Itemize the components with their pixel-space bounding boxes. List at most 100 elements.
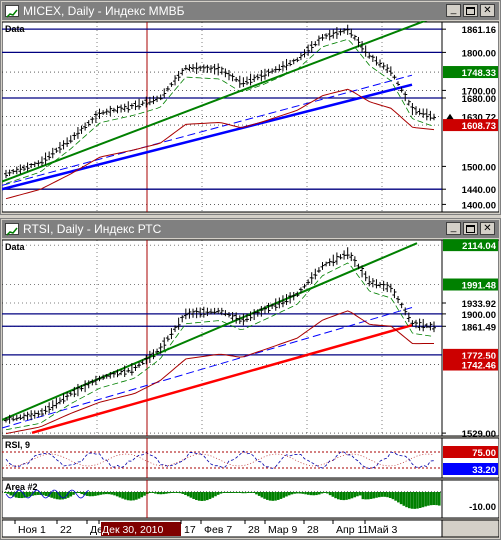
last-price-marker bbox=[446, 113, 454, 120]
maximize-icon[interactable] bbox=[463, 4, 478, 17]
date-label: Апр 11 bbox=[336, 524, 369, 536]
histogram-bar bbox=[47, 492, 51, 497]
price-tick: 1861.16 bbox=[442, 25, 496, 36]
histogram-bar bbox=[402, 492, 406, 506]
histogram-bar bbox=[178, 492, 182, 494]
tick-label: 1700.00 bbox=[462, 86, 496, 97]
maximize-icon[interactable] bbox=[463, 222, 478, 235]
histogram-bar bbox=[4, 492, 7, 493]
histogram-bar bbox=[9, 492, 13, 496]
histogram-bar bbox=[192, 492, 195, 499]
histogram-bar bbox=[211, 492, 215, 498]
histogram-bar bbox=[312, 492, 316, 496]
histogram-bar bbox=[189, 492, 193, 498]
histogram-bar bbox=[20, 492, 23, 499]
signal-line bbox=[5, 489, 89, 499]
histogram-bar bbox=[143, 492, 146, 496]
histogram-bar bbox=[375, 492, 378, 498]
histogram-bar bbox=[293, 492, 296, 494]
price-tick: 1933.92 bbox=[442, 299, 496, 310]
histogram-bar bbox=[225, 492, 228, 493]
histogram-bar bbox=[200, 492, 204, 501]
histogram-bar bbox=[230, 492, 234, 493]
rsi-line bbox=[5, 450, 435, 469]
price-tick: 1772.50 bbox=[443, 348, 498, 362]
price-tick: 1400.00 bbox=[442, 200, 496, 211]
histogram-bar bbox=[388, 492, 392, 498]
close-icon[interactable]: ✕ bbox=[480, 4, 495, 17]
histogram-bar bbox=[154, 492, 157, 494]
date-label: 22 bbox=[60, 524, 72, 536]
date-label: Май 3 bbox=[368, 524, 397, 536]
histogram-bar bbox=[44, 492, 48, 496]
tick-label: 1861.16 bbox=[462, 25, 496, 36]
tick-label: 1680.00 bbox=[462, 94, 496, 105]
chart-window-rtsi[interactable]: RTSI, Daily - Индекс РТС _ ✕ Data 2114.04… bbox=[0, 218, 501, 540]
histogram-bar bbox=[148, 492, 152, 493]
histogram-bar bbox=[361, 492, 365, 500]
price-tag-label: 1991.48 bbox=[462, 281, 496, 292]
price-tag bbox=[443, 463, 498, 475]
histogram-bar bbox=[285, 492, 288, 497]
plot-area bbox=[2, 239, 443, 437]
histogram-bar bbox=[309, 492, 313, 496]
histogram-bar bbox=[72, 492, 75, 495]
minimize-icon[interactable]: _ bbox=[446, 222, 461, 235]
price-tick: 2114.04 bbox=[443, 239, 498, 252]
histogram-bar bbox=[380, 492, 384, 497]
histogram-bar bbox=[377, 492, 381, 498]
histogram-bar bbox=[320, 492, 324, 494]
date-label: Ноя 1 bbox=[18, 524, 46, 536]
histogram-bar bbox=[369, 492, 373, 499]
area-pane: Area #2 -10.00 bbox=[2, 479, 499, 519]
histogram-bar bbox=[342, 492, 346, 501]
histogram-bar bbox=[233, 492, 236, 493]
histogram-bar bbox=[347, 492, 351, 500]
rsi-signal-line bbox=[5, 453, 435, 467]
histogram-bar bbox=[77, 492, 81, 493]
histogram-bar bbox=[326, 492, 329, 494]
histogram-bar bbox=[156, 492, 160, 495]
histogram-bar bbox=[241, 492, 245, 494]
chart-app-icon bbox=[5, 5, 19, 18]
histogram-bar bbox=[279, 492, 283, 499]
date-label: 28 bbox=[248, 524, 260, 536]
histogram-bar bbox=[34, 492, 37, 496]
price-tick: 1700.00 bbox=[442, 86, 496, 97]
histogram-bar bbox=[66, 492, 70, 498]
histogram-bar bbox=[266, 492, 269, 500]
histogram-bar bbox=[208, 492, 212, 500]
histogram-bar bbox=[328, 492, 332, 496]
histogram-bar bbox=[334, 492, 337, 499]
minimize-icon[interactable]: _ bbox=[446, 4, 461, 17]
price-tag-label: 1748.33 bbox=[462, 68, 496, 79]
plot-area bbox=[2, 437, 443, 479]
close-icon[interactable]: ✕ bbox=[480, 222, 495, 235]
histogram-bar bbox=[135, 492, 138, 500]
window-title: RTSI, Daily - Индекс РТС bbox=[23, 222, 162, 236]
histogram-bar bbox=[121, 492, 124, 499]
price-tag-label: 2114.04 bbox=[462, 241, 497, 252]
titlebar[interactable]: RTSI, Daily - Индекс РТС _ ✕ bbox=[2, 220, 499, 238]
histogram-bar bbox=[91, 492, 94, 497]
histogram-bar bbox=[222, 492, 225, 493]
histogram-bar bbox=[115, 492, 119, 497]
titlebar[interactable]: MICEX, Daily - Индекс ММВБ _ ✕ bbox=[2, 2, 499, 20]
moving-average-mid bbox=[5, 262, 435, 431]
tick-label: 1440.00 bbox=[462, 185, 496, 196]
histogram-bar bbox=[413, 492, 417, 509]
histogram-bar bbox=[410, 492, 414, 509]
histogram-bar bbox=[165, 492, 168, 494]
histogram-bar bbox=[28, 492, 32, 497]
histogram-bar bbox=[263, 492, 266, 499]
price-tick: 1529.00 bbox=[442, 429, 496, 440]
chart-window-micex[interactable]: MICEX, Daily - Индекс ММВБ _ ✕ Data 1861.… bbox=[0, 0, 501, 215]
plot-area bbox=[2, 479, 443, 519]
tick-label: 1900.00 bbox=[462, 310, 496, 321]
histogram-bar bbox=[85, 492, 89, 496]
